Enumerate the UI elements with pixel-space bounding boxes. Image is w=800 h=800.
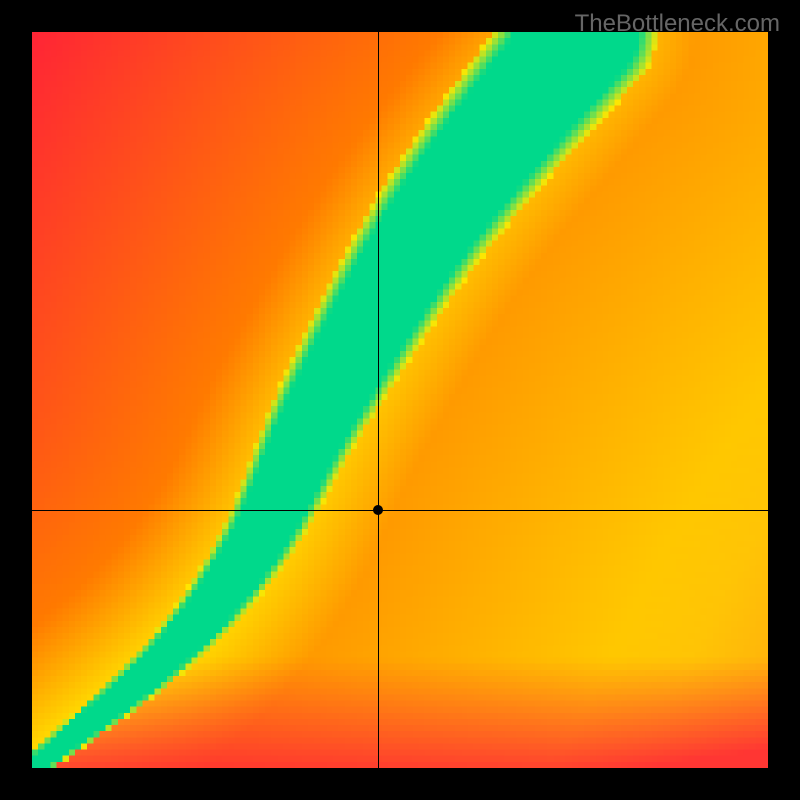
crosshair-horizontal [32, 510, 768, 511]
crosshair-marker [373, 505, 383, 515]
crosshair-vertical [378, 32, 379, 768]
heatmap-canvas [32, 32, 768, 768]
heatmap-plot [32, 32, 768, 768]
chart-container: TheBottleneck.com [0, 0, 800, 800]
source-watermark: TheBottleneck.com [575, 10, 780, 38]
